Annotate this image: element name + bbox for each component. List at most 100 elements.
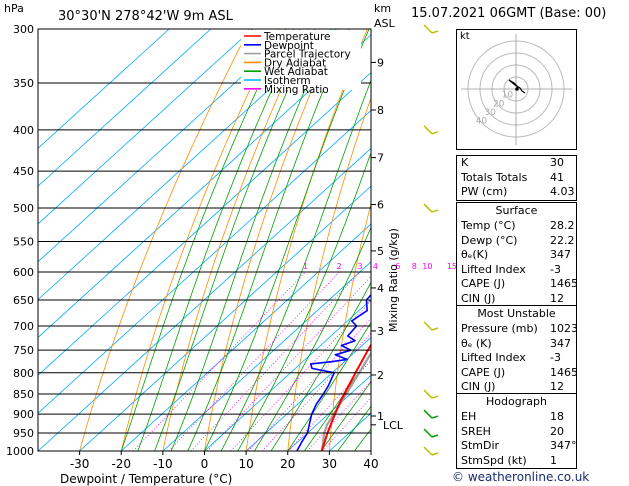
index-row-totals: Totals Totals 41: [461, 170, 564, 184]
wind-barb-flag: [431, 395, 439, 399]
pressure-tick-label: 700: [13, 320, 34, 333]
temperature-tick-label: 30: [322, 457, 337, 471]
mixing-ratio-label: 4: [373, 262, 378, 271]
credit-label: © weatheronline.co.uk: [452, 470, 590, 484]
pressure-tick-label: 1000: [6, 445, 34, 458]
isotherm-line: [38, 29, 170, 149]
surface-row-cin: CIN (J) 12: [461, 291, 564, 305]
height-tick-label: 3: [377, 325, 384, 338]
pressure-tick-label: 300: [13, 23, 34, 36]
surface-row-temp: Temp (°C) 28.2: [461, 219, 575, 232]
surface-row-dewp: Dewp (°C) 22.2: [461, 233, 575, 247]
pressure-tick-label: 750: [13, 344, 34, 357]
mixing-ratio-label: 3: [358, 262, 363, 271]
wet-adiabat-line: [304, 353, 371, 451]
mixing-ratio-label: 2: [337, 262, 342, 271]
temperature-tick-label: 10: [238, 457, 253, 471]
wet-adiabat-line: [287, 321, 371, 451]
mixing-ratio-line: [168, 271, 340, 451]
pressure-tick-label: 450: [13, 165, 34, 178]
dewpoint-line: [296, 293, 371, 451]
index-row-k: K 30: [461, 156, 564, 169]
mixing-ratio-line: [190, 271, 361, 451]
hodograph-panel: 10 20 30 40 kt: [456, 29, 577, 150]
dry-adiabat-line: [370, 440, 371, 451]
isotherm-line: [38, 29, 253, 225]
isotherm-line: [79, 185, 371, 451]
dry-adiabat-line: [329, 202, 371, 451]
height-tick-label: 8: [377, 104, 384, 117]
hodograph-title: Hodograph: [486, 395, 547, 408]
isotherm-line: [38, 72, 371, 376]
surface-row-cape: CAPE (J) 1465: [461, 277, 578, 291]
hodograph-ring-label: 30: [484, 108, 496, 118]
isotherm-line: [38, 147, 371, 451]
wind-barb: [423, 321, 433, 331]
wind-barb: [423, 389, 433, 399]
temperature-tick-label: 40: [363, 457, 378, 471]
hodograph-ring-label: 20: [493, 99, 505, 109]
height-tick-label: LCL: [383, 419, 404, 432]
hodograph-trace: [508, 79, 526, 94]
pressure-tick-label: 550: [13, 235, 34, 248]
height-tick-label: 2: [377, 369, 384, 382]
height-tick-label: 6: [377, 199, 384, 212]
wind-barb: [423, 203, 433, 213]
wind-barb-flag: [431, 434, 439, 438]
isotherm-line: [38, 29, 336, 301]
wind-barb: [423, 446, 433, 456]
height-tick-label: 1: [377, 410, 384, 423]
wind-barbs: [423, 24, 439, 456]
mixing-ratio-line: [206, 276, 371, 451]
wind-barb-flag: [431, 452, 439, 456]
mu-row-pressure: Pressure (mb) 1023: [461, 322, 578, 335]
height-unit-sub-label: ASL: [374, 17, 396, 30]
pressure-tick-label: 800: [13, 367, 34, 380]
mixing-ratio-label: 6: [395, 262, 400, 271]
legend-label: Dewpoint: [264, 40, 314, 52]
temperature-tick-label: 20: [280, 457, 295, 471]
pressure-axis-title: hPa: [4, 2, 24, 15]
wet-adiabat-line: [320, 380, 371, 451]
surface-table: Surface Temp (°C) 28.2 Dewp (°C) 22.2 θₑ…: [456, 202, 578, 308]
dry-adiabat-line: [79, 29, 250, 451]
wind-barb-flag: [431, 131, 439, 135]
height-tick-label: 7: [377, 152, 384, 165]
mu-row-theta-e: θₑ (K) 347: [461, 336, 571, 350]
hodo-row-stmspd: StmSpd (kt) 1: [461, 453, 557, 467]
hodograph-ring-label: 10: [502, 91, 514, 101]
legend-label: Temperature: [263, 31, 331, 43]
pressure-tick-label: 400: [13, 124, 34, 137]
isotherm-line: [38, 34, 371, 339]
hodo-row-sreh: SREH 20: [461, 424, 564, 438]
temperature-line: [320, 342, 371, 451]
date-label: 15.07.2021 06GMT (Base: 00): [411, 6, 607, 21]
hodo-row-stmdir: StmDir 347°: [461, 439, 577, 453]
height-tick-label: 9: [377, 56, 384, 69]
mu-row-cape: CAPE (J) 1465: [461, 365, 578, 379]
pressure-tick-label: 650: [13, 294, 34, 307]
height-tick-label: 5: [377, 245, 384, 258]
pressure-tick-label: 950: [13, 427, 34, 440]
legend-label: Dry Adiabat: [264, 57, 326, 69]
surface-row-lifted-index: Lifted Index -3: [461, 262, 561, 276]
pressure-tick-label: 500: [13, 202, 34, 215]
parcel-trajectory-line: [320, 351, 371, 451]
mu-row-cin: CIN (J) 12: [461, 380, 564, 394]
legend-label: Isotherm: [264, 75, 311, 87]
hodograph-unit: kt: [460, 31, 470, 42]
wind-barb-flag: [431, 415, 439, 419]
mixing-ratio-line: [230, 300, 371, 451]
isotherm-line: [287, 374, 371, 451]
pressure-tick-label: 850: [13, 388, 34, 401]
temperature-tick-label: -20: [111, 457, 131, 471]
isotherm-line: [204, 299, 371, 451]
isotherm-line: [38, 29, 295, 263]
mixing-ratio-label: 8: [412, 262, 417, 271]
indices-table: K 30 Totals Totals 41 PW (cm) 4.03: [456, 155, 577, 201]
temperature-tick-label: -30: [70, 457, 90, 471]
mixing-ratio-label: 15: [447, 262, 457, 271]
pressure-tick-label: 900: [13, 408, 34, 421]
